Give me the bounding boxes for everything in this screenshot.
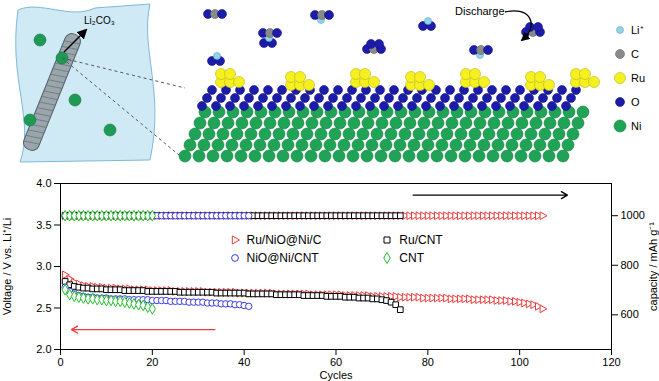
- svg-text:20: 20: [146, 356, 158, 368]
- svg-text:2.5: 2.5: [36, 302, 51, 314]
- svg-text:Cycles: Cycles: [319, 369, 353, 381]
- svg-text:Li₂CO₃: Li₂CO₃: [84, 15, 115, 26]
- svg-text:2.0: 2.0: [36, 343, 51, 355]
- svg-text:Discharge: Discharge: [455, 5, 505, 17]
- svg-text:60: 60: [330, 356, 342, 368]
- html-text:Ru/CNT: Ru/CNT: [399, 232, 443, 247]
- html-text:NiO@Ni/CNT: NiO@Ni/CNT: [246, 250, 319, 265]
- svg-text:C: C: [631, 48, 639, 60]
- svg-text:0: 0: [57, 356, 63, 368]
- svg-text:800: 800: [621, 259, 639, 271]
- svg-text:Voltage / V vs. Li⁺/Li: Voltage / V vs. Li⁺/Li: [1, 218, 13, 316]
- svg-text:100: 100: [510, 356, 528, 368]
- svg-text:3.5: 3.5: [36, 219, 51, 231]
- svg-text:capacity / mAh g⁻¹: capacity / mAh g⁻¹: [647, 222, 659, 311]
- svg-text:40: 40: [238, 356, 250, 368]
- html-text:CNT: CNT: [399, 250, 424, 265]
- svg-text:Ru: Ru: [631, 72, 645, 84]
- svg-text:Ni: Ni: [631, 120, 641, 132]
- svg-text:120: 120: [602, 356, 620, 368]
- svg-text:600: 600: [621, 308, 639, 320]
- svg-text:O: O: [631, 96, 640, 108]
- svg-text:80: 80: [422, 356, 434, 368]
- svg-text:Li⁺: Li⁺: [631, 24, 644, 36]
- html-text:Ru/NiO@Ni/C: Ru/NiO@Ni/C: [246, 232, 322, 247]
- svg-text:1000: 1000: [621, 209, 645, 221]
- svg-text:3.0: 3.0: [36, 260, 51, 272]
- svg-text:4.0: 4.0: [36, 177, 51, 189]
